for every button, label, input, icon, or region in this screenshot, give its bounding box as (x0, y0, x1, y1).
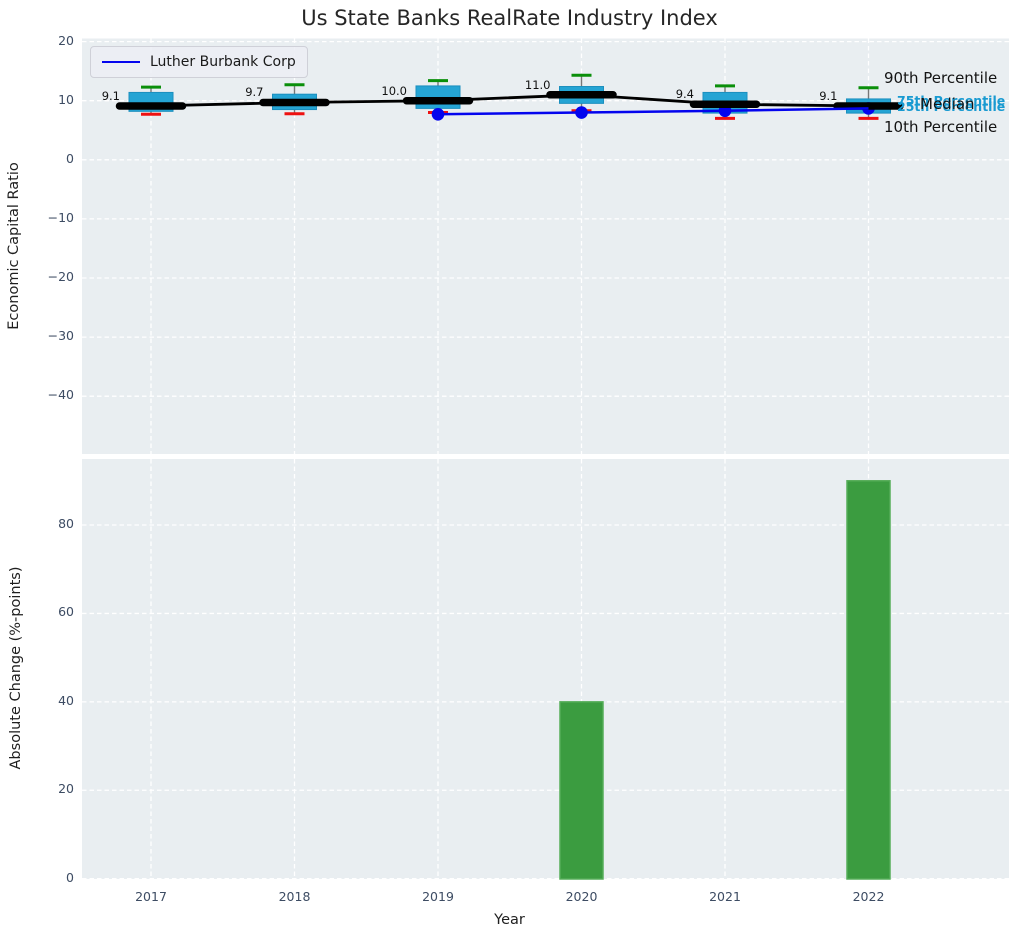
annotation-75th-percentile: 75th Percentile (897, 93, 1006, 108)
top-ytick-10: 10 (58, 91, 74, 107)
top-ytick-0: 0 (66, 150, 74, 166)
xtick-2019: 2019 (422, 889, 454, 904)
xtick-2022: 2022 (852, 889, 885, 904)
company-line (437, 107, 869, 116)
chart-title: Us State Banks RealRate Industry Index (301, 6, 718, 30)
annotation-90th-percentile: 90th Percentile (884, 69, 998, 87)
xtick-2021: 2021 (709, 889, 741, 904)
median-value-label-2022: 9.1 (819, 89, 838, 104)
median-value-label-2021: 9.4 (675, 87, 694, 102)
median-value-label-2018: 9.7 (245, 85, 264, 100)
legend-line-swatch (102, 61, 140, 63)
top-ytick-−10: −10 (47, 209, 74, 225)
bottom-ytick-20: 20 (58, 781, 74, 797)
legend: Luther Burbank Corp (90, 46, 308, 78)
bottom-ytick-80: 80 (58, 515, 74, 531)
top-y-axis-label: Economic Capital Ratio (6, 162, 22, 330)
legend-label: Luther Burbank Corp (150, 54, 296, 70)
bottom-ytick-40: 40 (58, 692, 74, 708)
xtick-2018: 2018 (278, 889, 311, 904)
median-value-label-2017: 9.1 (101, 89, 120, 104)
top-ytick-20: 20 (58, 32, 74, 48)
annotation-25th-percentile: 25th Percentile (897, 99, 1006, 114)
xtick-2020: 2020 (565, 889, 598, 904)
bar-2020 (559, 701, 604, 880)
top-ytick-−40: −40 (47, 387, 74, 403)
bar-2022 (846, 480, 891, 880)
xtick-2017: 2017 (135, 889, 167, 904)
bottom-ytick-0: 0 (66, 869, 74, 885)
bottom-ytick-60: 60 (58, 604, 74, 620)
median-value-label-2019: 10.0 (381, 83, 407, 98)
bottom-y-axis-label: Absolute Change (%-points) (8, 566, 24, 770)
top-ytick-−30: −30 (47, 328, 74, 344)
median-value-label-2020: 11.0 (524, 77, 551, 92)
top-ytick-−20: −20 (47, 269, 74, 284)
annotation-10th-percentile: 10th Percentile (884, 118, 998, 136)
annotation-median: Median (920, 95, 975, 113)
x-axis-label: Year (494, 912, 525, 928)
